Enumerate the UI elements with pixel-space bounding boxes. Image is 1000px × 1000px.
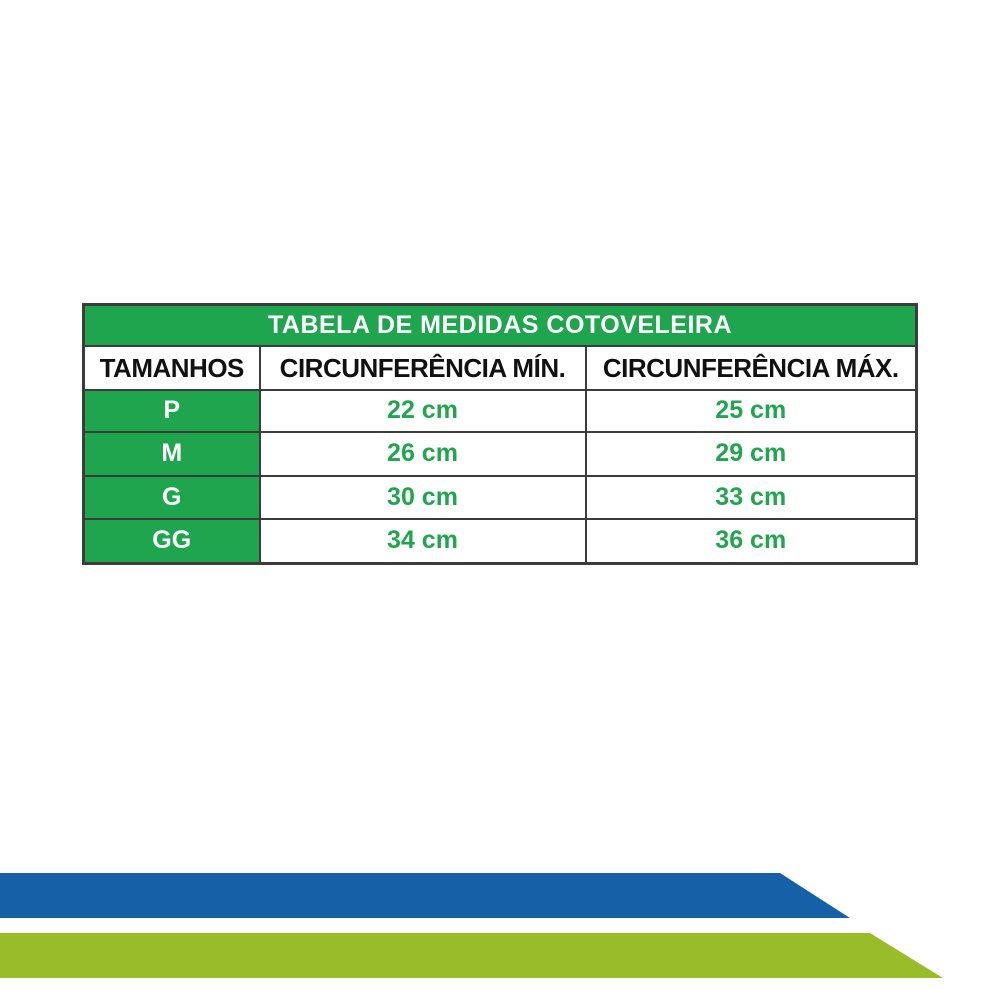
min-value-gg: 34 cm [258, 517, 587, 565]
size-label-g: G [82, 474, 261, 520]
min-value-g: 30 cm [258, 474, 587, 520]
table-row-size-gg: GG 34 cm 36 cm [82, 517, 918, 565]
size-label-p: P [82, 388, 261, 433]
table-title-row: TABELA DE MEDIDAS COTOVELEIRA [82, 303, 918, 347]
column-header-sizes: TAMANHOS [82, 344, 261, 391]
min-value-p: 22 cm [258, 388, 587, 433]
max-value-gg: 36 cm [584, 517, 918, 565]
column-header-circumference-max: CIRCUNFERÊNCIA MÁX. [584, 344, 918, 391]
decorative-blue-stripe [0, 873, 850, 918]
table-row-size-g: G 30 cm 33 cm [82, 474, 918, 520]
max-value-p: 25 cm [584, 388, 918, 433]
decorative-green-stripe [0, 933, 943, 978]
min-value-m: 26 cm [258, 430, 587, 477]
size-label-gg: GG [82, 517, 261, 565]
table-title: TABELA DE MEDIDAS COTOVELEIRA [82, 303, 918, 347]
table-header-row: TAMANHOS CIRCUNFERÊNCIA MÍN. CIRCUNFERÊN… [82, 344, 918, 391]
column-header-circumference-min: CIRCUNFERÊNCIA MÍN. [258, 344, 587, 391]
size-label-m: M [82, 430, 261, 477]
table-row-size-p: P 22 cm 25 cm [82, 388, 918, 433]
max-value-m: 29 cm [584, 430, 918, 477]
table-row-size-m: M 26 cm 29 cm [82, 430, 918, 477]
max-value-g: 33 cm [584, 474, 918, 520]
size-table: TABELA DE MEDIDAS COTOVELEIRA TAMANHOS C… [82, 303, 918, 565]
